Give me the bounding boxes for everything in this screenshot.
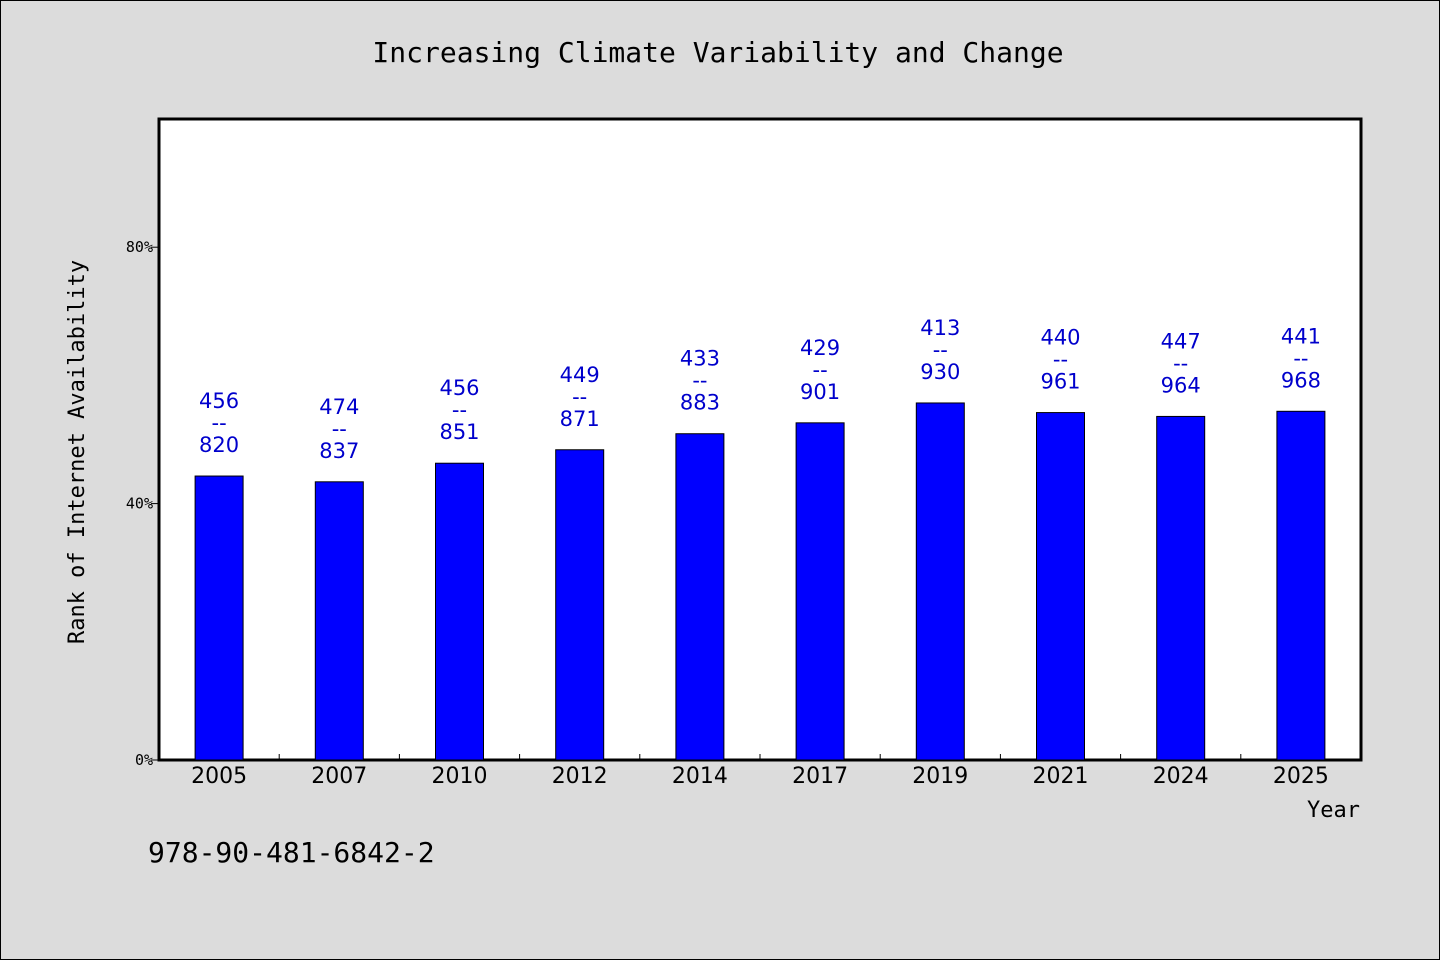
x-tick-label: 2017 [792,764,848,789]
chart-title: Increasing Climate Variability and Chang… [372,36,1063,69]
bar-label-sep: -- [572,385,587,409]
bar-label-sep: -- [452,398,467,422]
bar-label-top: 433 [680,347,720,371]
bar-label-top: 413 [920,316,960,340]
x-tick-label: 2025 [1273,764,1329,789]
bar-label-bottom: 968 [1281,368,1321,392]
bar-label-bottom: 871 [560,407,600,431]
x-axis-title: Year [1307,798,1360,823]
isbn-footnote: 978-90-481-6842-2 [148,836,435,869]
bar-label-top: 441 [1281,324,1321,348]
y-tick-label: 80% [126,238,153,256]
bar-label-sep: -- [212,411,227,435]
bar-2019 [915,402,965,761]
bar-label-sep: -- [1053,348,1068,372]
bar-label-top: 474 [319,395,359,419]
bar-2025 [1276,410,1326,761]
bar-label-bottom: 837 [319,439,359,463]
bar-label-bottom: 820 [199,433,239,457]
bar-label-sep: -- [933,338,948,362]
x-tick-label: 2005 [191,764,247,789]
bar-2012 [555,449,605,761]
bar-label-top: 447 [1161,329,1201,353]
y-tick-label: 0% [135,751,153,769]
bars [194,402,1326,761]
bar-label-bottom: 901 [800,380,840,404]
bar-2024 [1156,415,1206,761]
bar-label-top: 456 [439,376,479,400]
bar-2005 [194,475,244,761]
x-tick-label: 2007 [311,764,367,789]
bar-label-bottom: 961 [1040,370,1080,394]
bar-2014 [675,433,725,761]
x-tick-label: 2019 [912,764,968,789]
bar-labels: 456--820474--837456--851449--871433--883… [199,316,1321,463]
x-tick-label: 2010 [432,764,488,789]
bar-label-top: 429 [800,336,840,360]
bar-label-top: 440 [1040,326,1080,350]
bar-label-bottom: 883 [680,391,720,415]
bar-label-bottom: 851 [439,420,479,444]
bar-label-top: 456 [199,389,239,413]
bar-label-bottom: 964 [1161,373,1201,397]
x-tick-label: 2014 [672,764,728,789]
bar-label-sep: -- [1173,351,1188,375]
y-axis: 0% 40% 80% [126,238,159,769]
bar-label-top: 449 [560,363,600,387]
x-axis: 2005 2007 2010 2012 2014 2017 2019 2021 2024 2025 [191,754,1329,789]
bar-label-sep: -- [813,358,828,382]
x-tick-label: 2024 [1153,764,1209,789]
bar-label-sep: -- [692,369,707,393]
y-tick-label: 40% [126,495,153,513]
bar-2010 [435,462,484,761]
bar-label-bottom: 930 [920,360,960,384]
x-tick-label: 2012 [552,764,608,789]
bar-2007 [314,481,364,761]
y-axis-title: Rank of Internet Availability [65,260,90,644]
bar-2017 [795,422,845,761]
bar-2021 [1036,412,1085,761]
bar-label-sep: -- [1293,346,1308,370]
bar-label-sep: -- [332,417,347,441]
x-tick-label: 2021 [1033,764,1089,789]
